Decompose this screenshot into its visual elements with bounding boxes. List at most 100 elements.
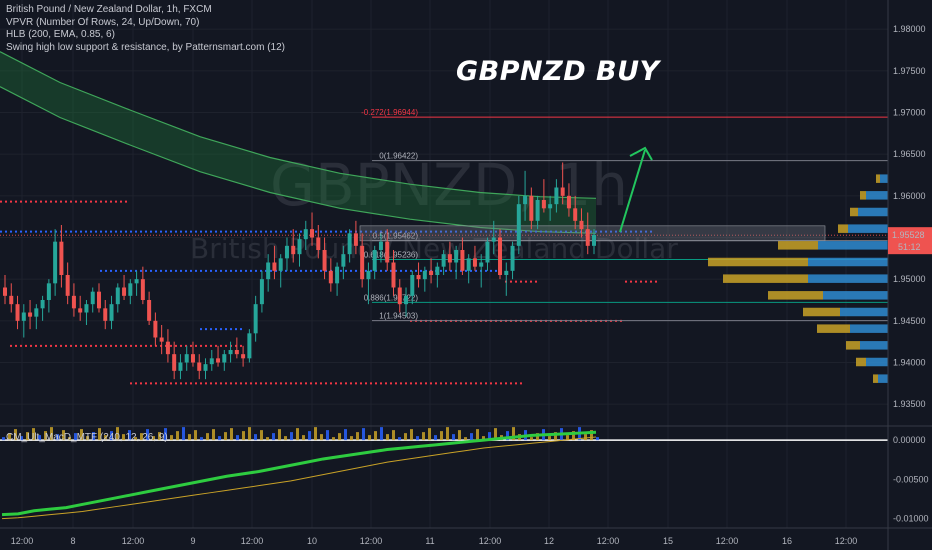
macd-histogram-bar bbox=[230, 428, 233, 441]
arrow-shaft bbox=[619, 149, 646, 233]
macd-histogram-bar bbox=[470, 433, 473, 441]
macd-histogram-bar bbox=[236, 435, 239, 441]
volume-profile-down bbox=[856, 357, 866, 367]
macd-histogram-bar bbox=[38, 435, 41, 441]
time-tick-label: 12 bbox=[544, 536, 554, 546]
macd-histogram-bar bbox=[494, 428, 497, 441]
price-tick-label: 1.97500 bbox=[893, 66, 926, 76]
candle-body bbox=[353, 233, 358, 246]
macd-histogram-bar bbox=[158, 432, 161, 441]
volume-profile-down bbox=[838, 224, 848, 233]
volume-profile-down bbox=[778, 241, 818, 250]
price-tick-label: 1.93500 bbox=[893, 399, 926, 409]
macd-histogram-bar bbox=[62, 430, 65, 441]
volume-profile-up bbox=[880, 174, 888, 183]
candle-body bbox=[228, 350, 233, 355]
macd-histogram-bar bbox=[92, 432, 95, 441]
volume-profile-up bbox=[866, 191, 888, 200]
candle-body bbox=[222, 354, 227, 363]
time-tick-label: 12:00 bbox=[479, 536, 502, 546]
macd-histogram-bar bbox=[212, 429, 215, 441]
macd-histogram-bar bbox=[254, 434, 257, 441]
macd-histogram-bar bbox=[242, 431, 245, 441]
symbol-watermark: GBPNZD, 1h British Pound / New Zealand D… bbox=[190, 151, 678, 265]
candle-body bbox=[385, 241, 390, 263]
macd-histogram-bar bbox=[344, 429, 347, 441]
macd-histogram-bar bbox=[134, 437, 137, 441]
candle-body bbox=[21, 312, 26, 321]
macd-histogram-bar bbox=[8, 433, 11, 441]
macd-legend[interactable]: CM_Ult_MacD_MTF (240, 12, 26, 9) bbox=[6, 432, 168, 443]
macd-histogram-bar bbox=[362, 428, 365, 441]
macd-histogram-bar bbox=[248, 427, 251, 441]
macd-histogram-bar bbox=[176, 431, 179, 441]
candle-body bbox=[34, 308, 39, 317]
price-badge-value: 1.95528 bbox=[892, 230, 925, 240]
candle-body bbox=[447, 254, 452, 263]
volume-profile-down bbox=[876, 174, 880, 183]
candle-body bbox=[253, 304, 258, 334]
macd-histogram-bar bbox=[296, 428, 299, 441]
annotation-title: GBPNZD BUY bbox=[456, 56, 660, 87]
candle-body bbox=[391, 262, 396, 288]
candle-body bbox=[65, 275, 70, 296]
macd-histogram-bar bbox=[512, 427, 515, 441]
legend-vpvr[interactable]: VPVR (Number Of Rows, 24, Up/Down, 70) bbox=[6, 16, 200, 28]
candle-body bbox=[84, 304, 89, 313]
volume-profile-up bbox=[848, 224, 888, 233]
time-tick-label: 12:00 bbox=[360, 536, 383, 546]
macd-histogram-bar bbox=[584, 434, 587, 441]
candle-body bbox=[366, 270, 371, 280]
candle-body bbox=[397, 287, 402, 305]
macd-histogram-bar bbox=[596, 437, 599, 441]
price-tick-label: 1.97000 bbox=[893, 108, 926, 118]
volume-profile-up bbox=[818, 241, 888, 250]
macd-histogram-bar bbox=[476, 429, 479, 441]
candle-body bbox=[523, 195, 528, 205]
candle-body bbox=[291, 245, 296, 255]
candle-body bbox=[109, 304, 114, 321]
candle-body bbox=[498, 237, 503, 275]
macd-histogram-bar bbox=[368, 435, 371, 441]
macd-histogram-bar bbox=[308, 431, 311, 441]
candle-body bbox=[535, 200, 540, 221]
candle-body bbox=[310, 229, 315, 238]
candle-body bbox=[178, 362, 183, 371]
macd-histogram-bar bbox=[110, 431, 113, 441]
macd-histogram-bar bbox=[386, 434, 389, 441]
legend-swing[interactable]: Swing high low support & resistance, by … bbox=[6, 41, 286, 53]
candle-body bbox=[416, 275, 421, 280]
macd-line bbox=[1, 430, 597, 517]
time-tick-label: 10 bbox=[307, 536, 317, 546]
candle-body bbox=[46, 283, 51, 300]
macd-histogram-bar bbox=[146, 429, 149, 441]
volume-profile-up bbox=[850, 324, 888, 333]
buy-arrow bbox=[619, 146, 653, 233]
macd-histogram-bar bbox=[530, 437, 533, 441]
candle-body bbox=[197, 362, 202, 371]
candle-body bbox=[284, 245, 289, 259]
fibonacci-retracement: -0.272(1.96944) 0(1.96422) 0.5(1.95462) 0.6… bbox=[359, 108, 888, 322]
candle-body bbox=[234, 350, 239, 355]
macd-histogram-bar bbox=[416, 436, 419, 441]
macd-histogram-bar bbox=[482, 436, 485, 441]
legend-hlb[interactable]: HLB (200, EMA, 0.85, 6) bbox=[6, 29, 115, 40]
macd-histogram-bar bbox=[44, 431, 47, 441]
candle-body bbox=[40, 300, 45, 309]
volume-profile-up bbox=[808, 274, 888, 283]
macd-histogram-bar bbox=[392, 430, 395, 441]
macd-histogram-bar bbox=[566, 435, 569, 441]
candle-body bbox=[328, 270, 333, 284]
volume-profile-up bbox=[860, 341, 888, 350]
candle-body bbox=[172, 354, 177, 371]
macd-histogram-bar bbox=[164, 428, 167, 441]
candle-body bbox=[272, 262, 277, 271]
volume-profile-up bbox=[858, 207, 888, 217]
macd-histogram-bar bbox=[188, 434, 191, 441]
macd-histogram-bar bbox=[260, 430, 263, 441]
legend-symbol[interactable]: British Pound / New Zealand Dollar, 1h, … bbox=[6, 4, 212, 15]
arrow-head bbox=[629, 146, 653, 161]
macd-histogram-bar bbox=[422, 432, 425, 441]
candle-body bbox=[153, 320, 158, 338]
